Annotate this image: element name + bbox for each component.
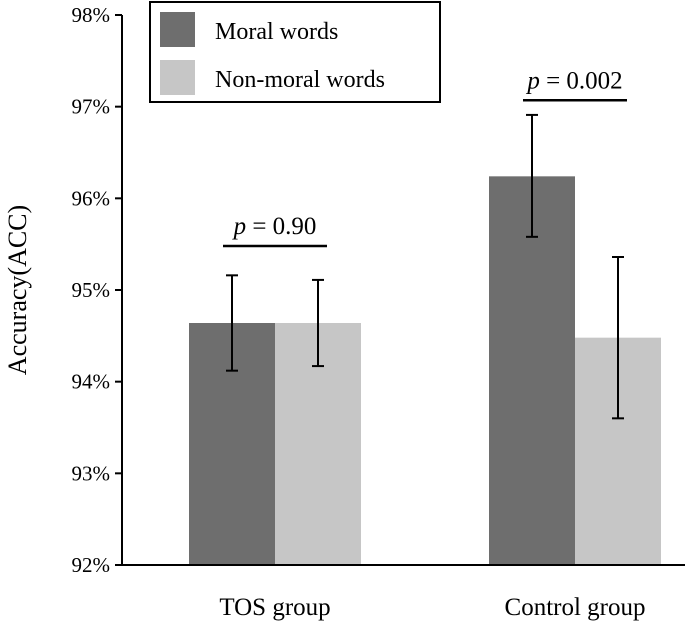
error-bar <box>312 278 324 368</box>
y-tick-label: 96% <box>72 186 111 210</box>
error-bar <box>526 113 538 238</box>
error-bars <box>226 113 624 420</box>
significance-annotation: p = 0.90 <box>223 213 327 248</box>
legend-box <box>149 1 441 103</box>
y-tick-label: 98% <box>72 3 111 27</box>
y-tick-label: 93% <box>72 461 111 485</box>
x-axis: TOS group Control group <box>122 564 685 621</box>
significance-annotations: p = 0.90 p = 0.002 <box>223 67 627 248</box>
bar-moral-control <box>489 176 575 566</box>
p-value-label: p = 0.002 <box>525 67 622 94</box>
x-category-label: Control group <box>505 594 646 621</box>
p-value-label: p = 0.90 <box>232 213 317 240</box>
legend-swatch <box>160 12 195 47</box>
error-bar <box>612 256 624 420</box>
significance-annotation: p = 0.002 <box>523 67 627 102</box>
y-tick-label: 97% <box>72 95 111 119</box>
y-tick-label: 92% <box>72 553 111 577</box>
legend-label: Non-moral words <box>215 67 385 93</box>
x-category-label: TOS group <box>219 594 330 621</box>
y-axis-title: Accuracy(ACC) <box>3 205 32 375</box>
legend-label: Moral words <box>215 19 338 45</box>
y-axis: 92% 93% 94% 95% 96% 97% 98% <box>72 3 123 577</box>
legend: Moral words Non-moral words <box>149 1 441 103</box>
error-bar <box>226 274 238 372</box>
legend-swatch <box>160 60 195 95</box>
y-tick-label: 94% <box>72 370 111 394</box>
y-tick-label: 95% <box>72 278 111 302</box>
